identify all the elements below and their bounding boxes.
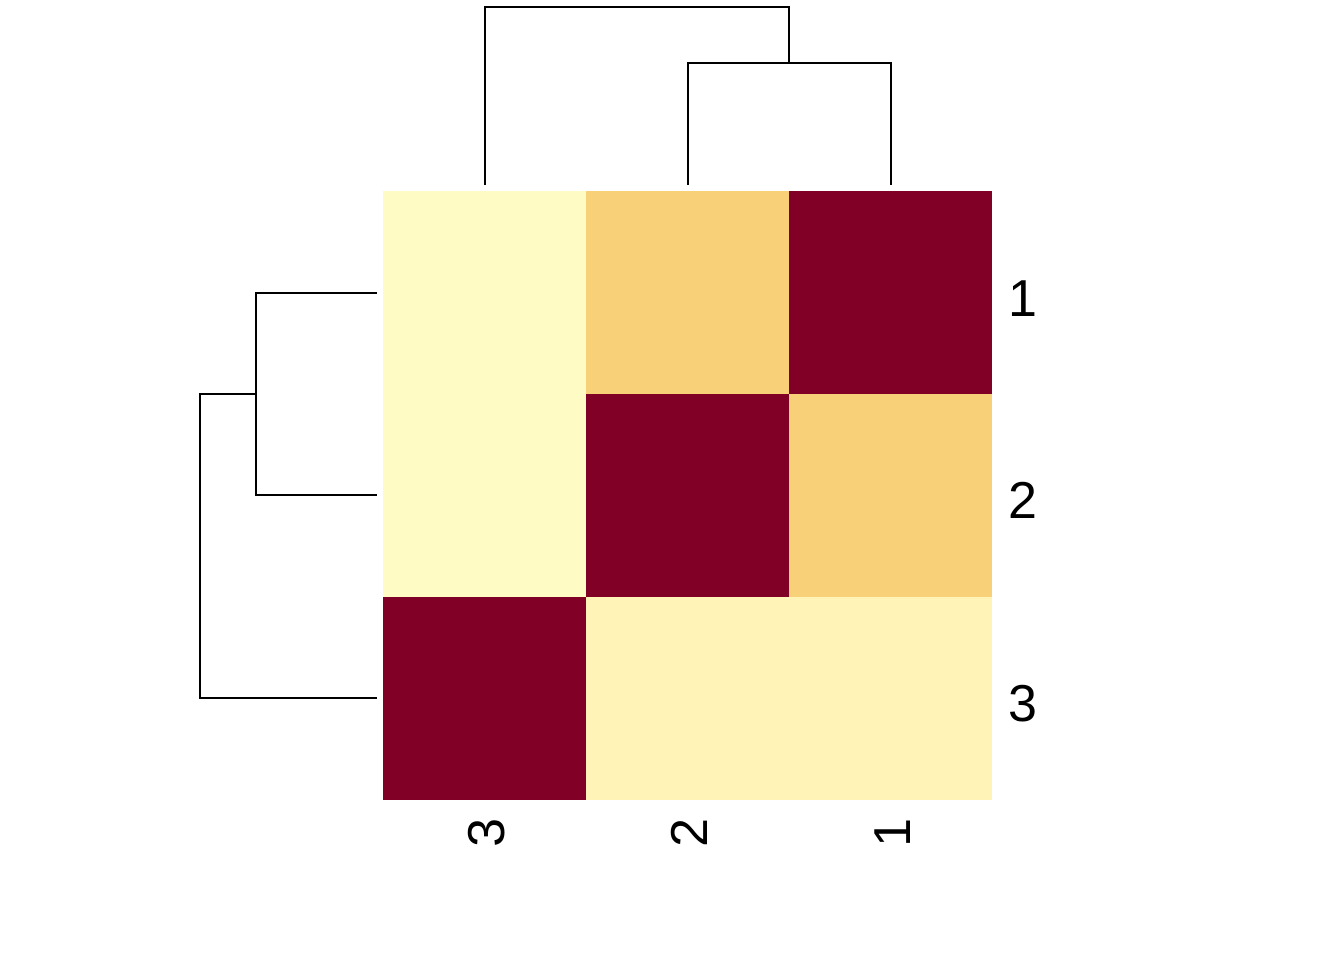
heatmap-cell <box>586 191 789 394</box>
row-dendrogram <box>199 292 377 699</box>
column-labels: 3 2 1 <box>458 818 922 847</box>
column-label: 2 <box>661 818 719 847</box>
row-dendrogram-branch-1-2 <box>255 292 377 496</box>
column-label: 1 <box>864 818 922 847</box>
heatmap-cell <box>383 597 586 800</box>
row-labels: 1 2 3 <box>1008 270 1037 733</box>
row-label: 1 <box>1008 270 1037 328</box>
heatmap-cell <box>383 191 586 394</box>
column-dendrogram-branch-root <box>484 6 790 185</box>
heatmap-cell <box>586 394 789 597</box>
column-dendrogram <box>484 6 892 185</box>
heatmap-cell <box>789 394 992 597</box>
row-dendrogram-branch-root <box>199 393 377 699</box>
heatmap-cells <box>383 191 992 800</box>
column-dendrogram-branch-2-1 <box>687 62 892 185</box>
heatmap-cell <box>789 191 992 394</box>
heatmap-cell <box>383 394 586 597</box>
row-label: 3 <box>1008 675 1037 733</box>
heatmap-cell <box>586 597 789 800</box>
column-label: 3 <box>458 818 516 847</box>
heatmap-cell <box>789 597 992 800</box>
row-label: 2 <box>1008 472 1037 530</box>
